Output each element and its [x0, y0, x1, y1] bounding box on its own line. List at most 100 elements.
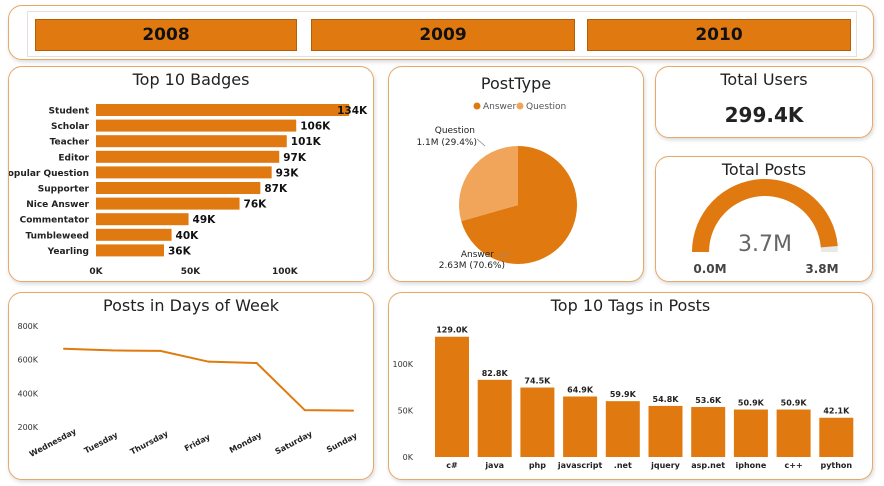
badge-category-label: Student — [49, 107, 90, 117]
tag-bar — [648, 405, 683, 457]
pie-slice-question — [459, 146, 518, 222]
days-x-label: Sunday — [325, 431, 359, 455]
tag-value-label: 74.5K — [524, 377, 551, 386]
tag-value-label: 82.8K — [482, 369, 509, 378]
year-button-2008[interactable]: 2008 — [35, 19, 297, 51]
tags-chart: 100K 50K 0K 129.0K c# 82.8K java 74.5K php 64.9K j… — [392, 326, 854, 470]
tag-category-label: c++ — [785, 461, 803, 470]
total-users-title: Total Users — [720, 70, 808, 89]
pie-question-value: 1.1M (29.4%) — [416, 138, 477, 148]
badge-value-label: 101K — [291, 136, 322, 148]
pie-slice-answer — [461, 146, 577, 264]
tag-category-label: asp.net — [691, 461, 725, 470]
days-y-tick: 600K — [17, 356, 38, 365]
badge-x-tick: 0K — [89, 267, 103, 277]
days-panel: Posts in Days of Week 800K 600K 400K 200K We… — [8, 292, 374, 480]
tag-value-label: 64.9K — [567, 385, 594, 394]
badges-title: Top 10 Badges — [132, 70, 250, 89]
badge-x-tick: 50K — [181, 267, 202, 277]
total-posts-card: Total Posts 3.7M 0.0M 3.8M — [655, 156, 873, 282]
pie-question-name: Question — [435, 126, 475, 136]
days-point — [207, 360, 210, 363]
badge-bar — [96, 104, 350, 116]
tags-y-tick: 0K — [403, 453, 414, 462]
badge-category-label: Popular Question — [9, 169, 89, 179]
badge-value-label: 93K — [276, 167, 300, 179]
days-title: Posts in Days of Week — [103, 296, 279, 315]
tag-category-label: python — [820, 461, 852, 470]
badge-x-tick: 100K — [272, 267, 299, 277]
total-users-card: Total Users 299.4K — [655, 66, 873, 138]
badge-category-label: Yearling — [47, 247, 89, 257]
tag-value-label: 50.9K — [738, 399, 765, 408]
tag-category-label: jquery — [650, 461, 681, 470]
tag-bar — [691, 407, 726, 457]
tag-bar — [435, 336, 469, 457]
badge-value-label: 36K — [168, 245, 192, 257]
tag-bar — [520, 387, 555, 457]
tag-value-label: 129.0K — [436, 326, 468, 335]
days-point — [303, 409, 306, 412]
tag-category-label: javascript — [557, 461, 603, 470]
badge-bar — [96, 166, 272, 179]
tag-category-label: iphone — [736, 461, 767, 470]
badges-chart: Student 134K Scholar 106K Teacher 101K Editor 9… — [9, 104, 368, 277]
tag-bar — [563, 396, 598, 457]
tag-bar — [776, 409, 811, 457]
posttype-panel: PostType Answer Question Question 1.1M (29.… — [388, 66, 644, 282]
tag-category-label: java — [484, 461, 504, 470]
year-button-2009[interactable]: 2009 — [311, 19, 575, 51]
tags-y-tick: 50K — [398, 406, 414, 415]
days-point — [159, 349, 162, 352]
tag-bar — [477, 379, 512, 457]
badge-bar — [96, 244, 164, 257]
tag-value-label: 42.1K — [823, 407, 850, 416]
days-y-tick: 200K — [17, 423, 38, 432]
tags-y-tick: 100K — [392, 360, 413, 369]
badge-value-label: 87K — [264, 183, 288, 195]
badge-bar — [96, 119, 297, 132]
total-posts-title: Total Posts — [721, 160, 807, 179]
legend-question-label: Question — [526, 102, 566, 112]
legend-answer-label: Answer — [483, 102, 516, 112]
gauge-max-label: 3.8M — [805, 262, 838, 276]
tag-category-label: c# — [446, 461, 458, 470]
badge-bar — [96, 197, 240, 210]
tag-bar — [733, 409, 768, 457]
badge-bar — [96, 135, 287, 148]
tag-value-label: 59.9K — [610, 390, 637, 399]
badge-value-label: 134K — [337, 105, 368, 117]
posttype-title: PostType — [480, 74, 552, 93]
badge-value-label: 40K — [176, 230, 200, 242]
pie-answer-name: Answer — [461, 250, 494, 260]
badge-bar — [96, 150, 280, 163]
badges-panel: Top 10 Badges Student 134K Scholar 106K Teac… — [8, 66, 374, 282]
posttype-chart: Answer Question Question 1.1M (29.4%) Answer… — [416, 102, 577, 271]
tag-value-label: 53.6K — [695, 396, 722, 405]
gauge-min-label: 0.0M — [693, 262, 726, 276]
badge-category-label: Scholar — [51, 122, 90, 132]
year-button-2010[interactable]: 2010 — [587, 19, 851, 51]
total-users-value: 299.4K — [724, 103, 804, 127]
days-y-tick: 800K — [17, 322, 38, 331]
pie-question-leader — [476, 138, 486, 147]
badge-category-label: Commentator — [20, 216, 90, 226]
days-y-tick: 400K — [17, 389, 38, 398]
badge-value-label: 106K — [300, 121, 331, 133]
tags-panel: Top 10 Tags in Posts 100K 50K 0K 129.0K c# 82… — [388, 292, 873, 480]
badge-value-label: 76K — [244, 199, 268, 211]
days-point — [111, 349, 114, 352]
days-x-label: Thursday — [129, 429, 171, 457]
days-point — [352, 409, 354, 412]
badge-category-label: Tumbleweed — [25, 231, 89, 241]
legend-answer-swatch — [473, 102, 481, 110]
badge-bar — [96, 213, 189, 226]
tag-category-label: php — [529, 461, 546, 470]
days-x-label: Monday — [228, 430, 264, 455]
badge-category-label: Nice Answer — [26, 200, 89, 210]
tag-category-label: .net — [614, 461, 632, 470]
badge-category-label: Editor — [58, 153, 89, 163]
gauge-fill — [692, 179, 838, 252]
tags-title: Top 10 Tags in Posts — [550, 296, 711, 315]
